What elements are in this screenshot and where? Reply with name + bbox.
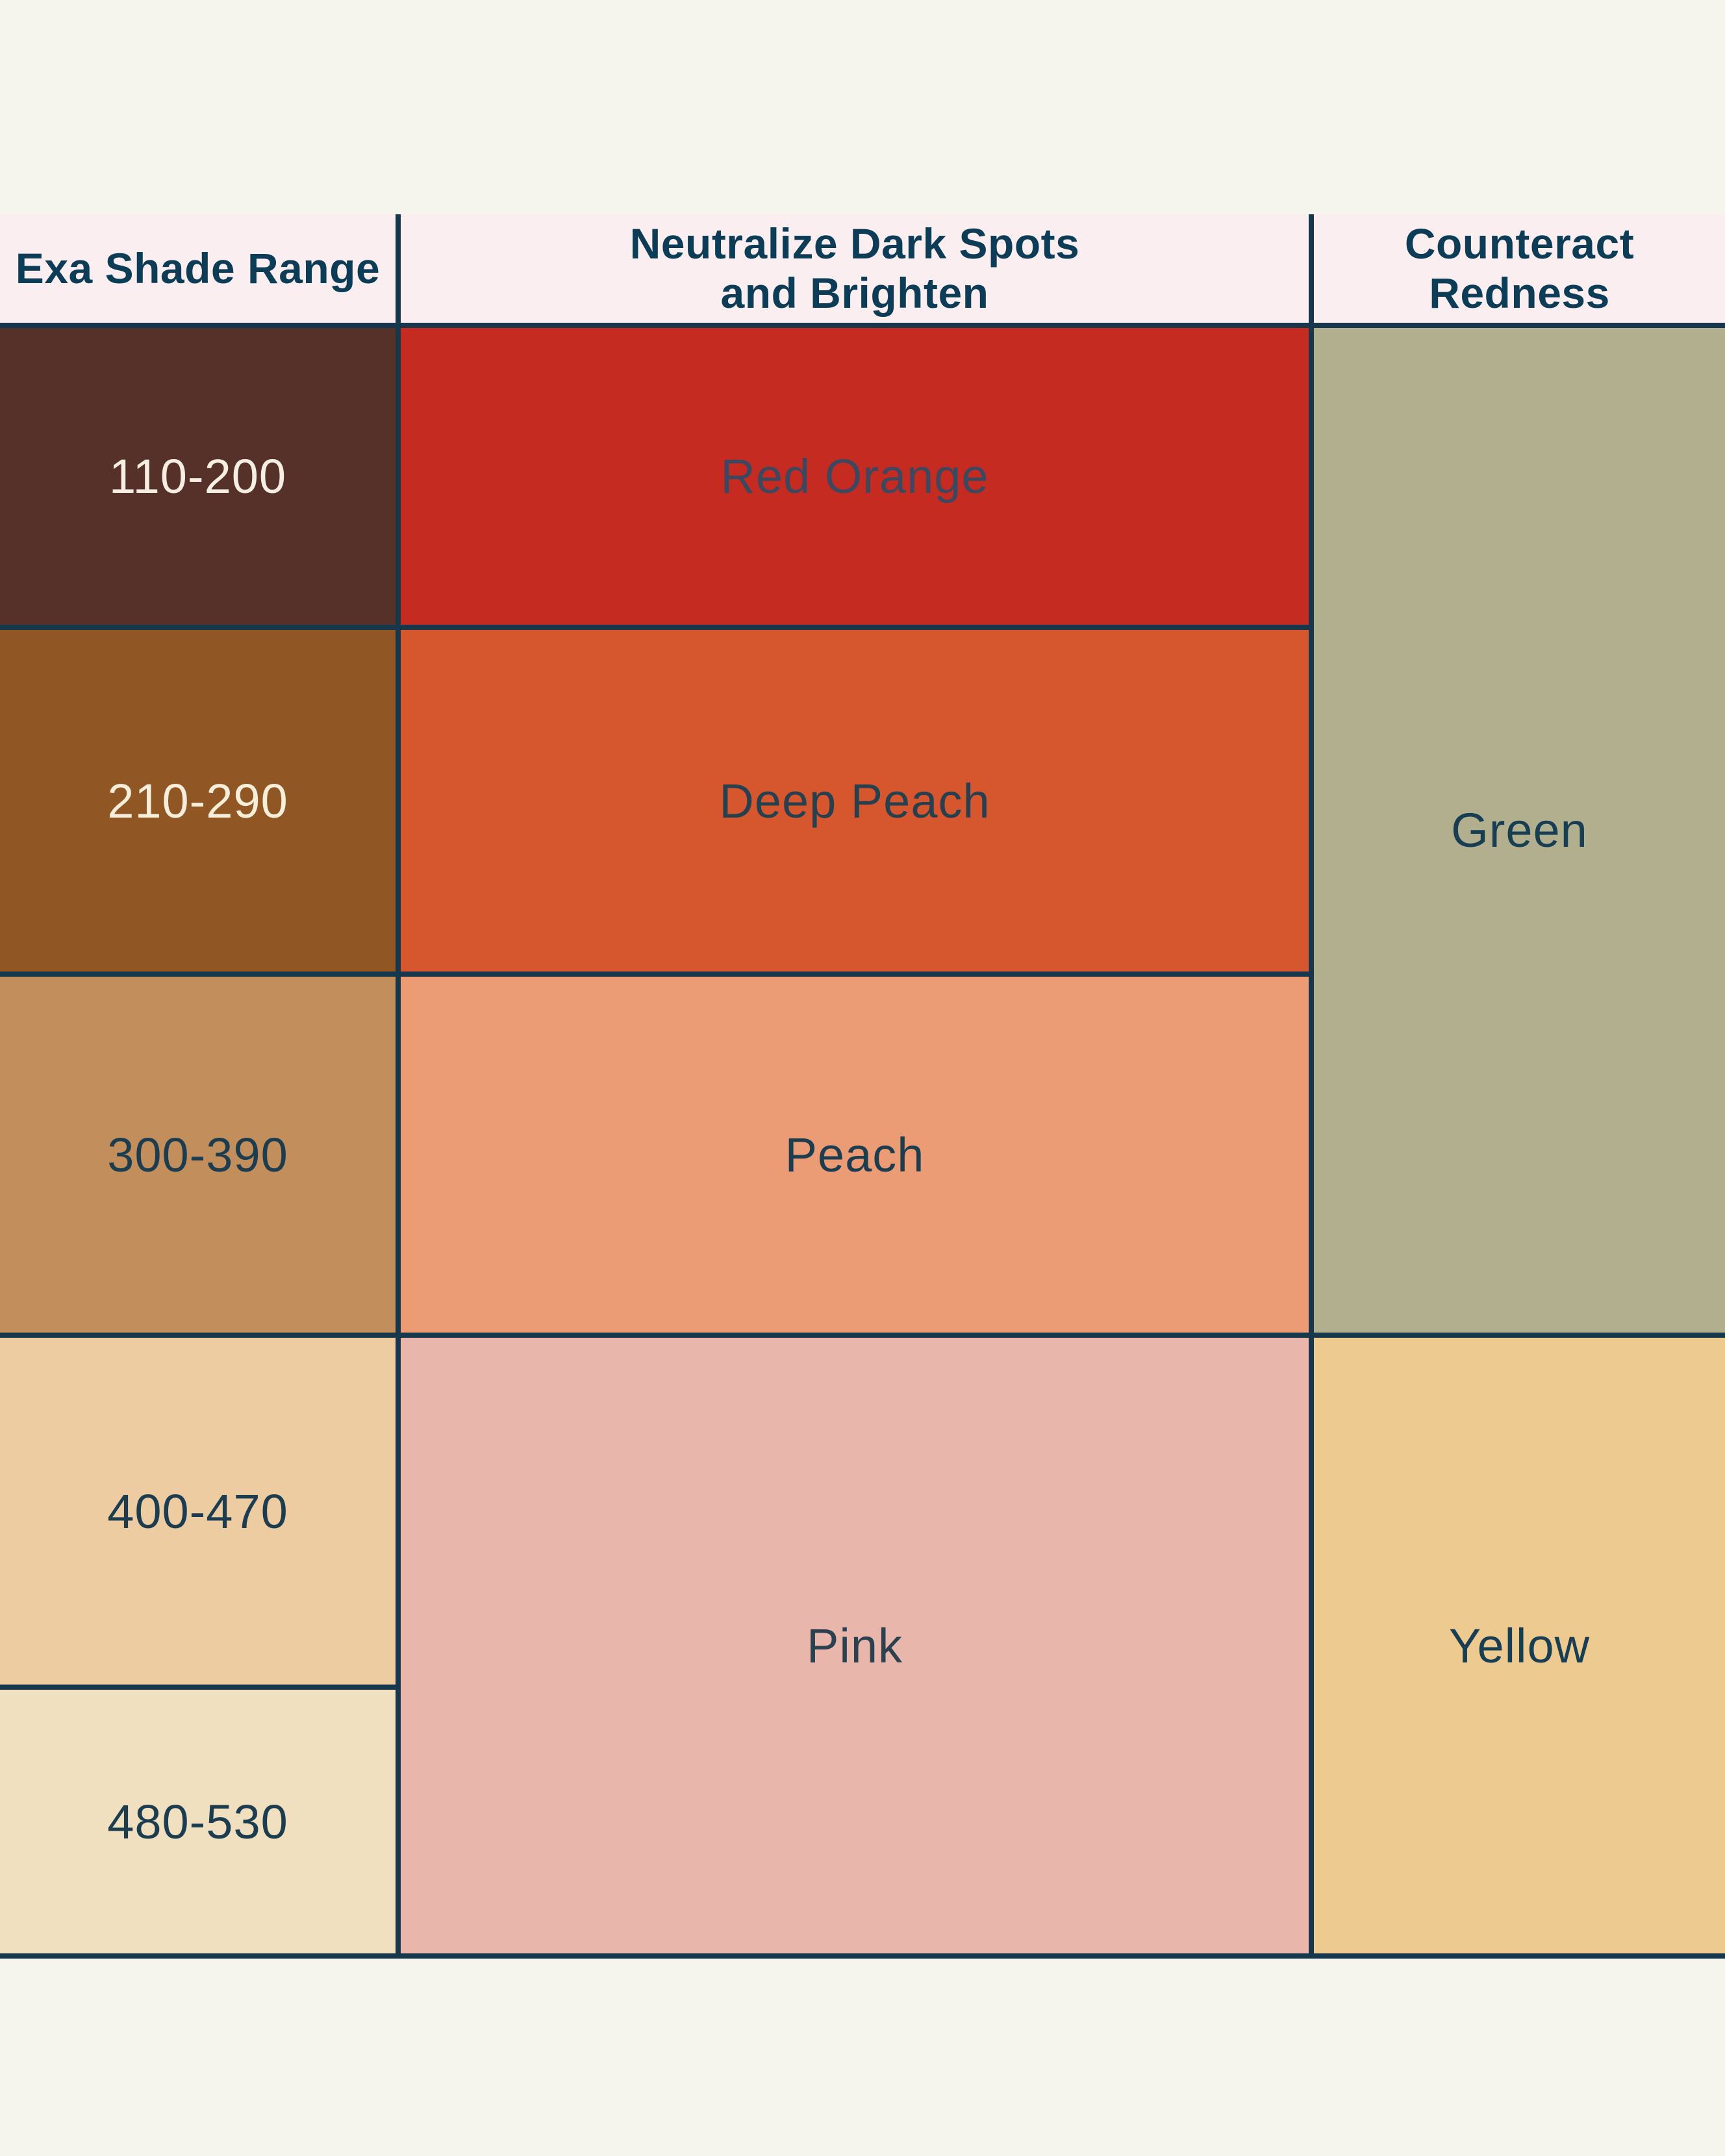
column-header-exa-shade-range: Exa Shade Range [0, 214, 401, 328]
shade-range-label: 480-530 [107, 1794, 288, 1849]
corrector-color-label: Deep Peach [719, 773, 990, 828]
column-header-counteract-redness-label: Counteract Redness [1404, 219, 1635, 317]
corrector-color-label: Green [1451, 803, 1588, 857]
shade-range-label: 210-290 [107, 773, 288, 828]
corrector-swatch-green: Green [1314, 328, 1725, 1338]
corrector-color-label: Peach [785, 1127, 925, 1182]
column-header-neutralize-dark-spots-label: Neutralize Dark Spots and Brighten [629, 219, 1080, 317]
corrector-color-label: Red Orange [720, 449, 989, 503]
column-header-exa-shade-range-label: Exa Shade Range [15, 244, 381, 292]
shade-range-label: 110-200 [108, 449, 287, 503]
column-header-counteract-redness: Counteract Redness [1314, 214, 1725, 328]
shade-range-label: 300-390 [107, 1127, 288, 1182]
corrector-color-label: Yellow [1448, 1618, 1591, 1673]
corrector-swatch-red-orange: Red Orange [401, 328, 1314, 630]
shade-correction-table: Exa Shade Range Neutralize Dark Spots an… [0, 214, 1725, 1959]
shade-range-label: 400-470 [107, 1484, 288, 1538]
corrector-swatch-pink: Pink [401, 1338, 1314, 1959]
corrector-color-label: Pink [807, 1618, 903, 1673]
shade-swatch-210-290: 210-290 [0, 630, 401, 977]
shade-swatch-480-530: 480-530 [0, 1690, 401, 1959]
corrector-swatch-peach: Peach [401, 977, 1314, 1338]
shade-swatch-400-470: 400-470 [0, 1338, 401, 1690]
shade-swatch-300-390: 300-390 [0, 977, 401, 1338]
column-header-neutralize-dark-spots: Neutralize Dark Spots and Brighten [401, 214, 1314, 328]
corrector-swatch-yellow: Yellow [1314, 1338, 1725, 1959]
shade-swatch-110-200: 110-200 [0, 328, 401, 630]
corrector-swatch-deep-peach: Deep Peach [401, 630, 1314, 977]
